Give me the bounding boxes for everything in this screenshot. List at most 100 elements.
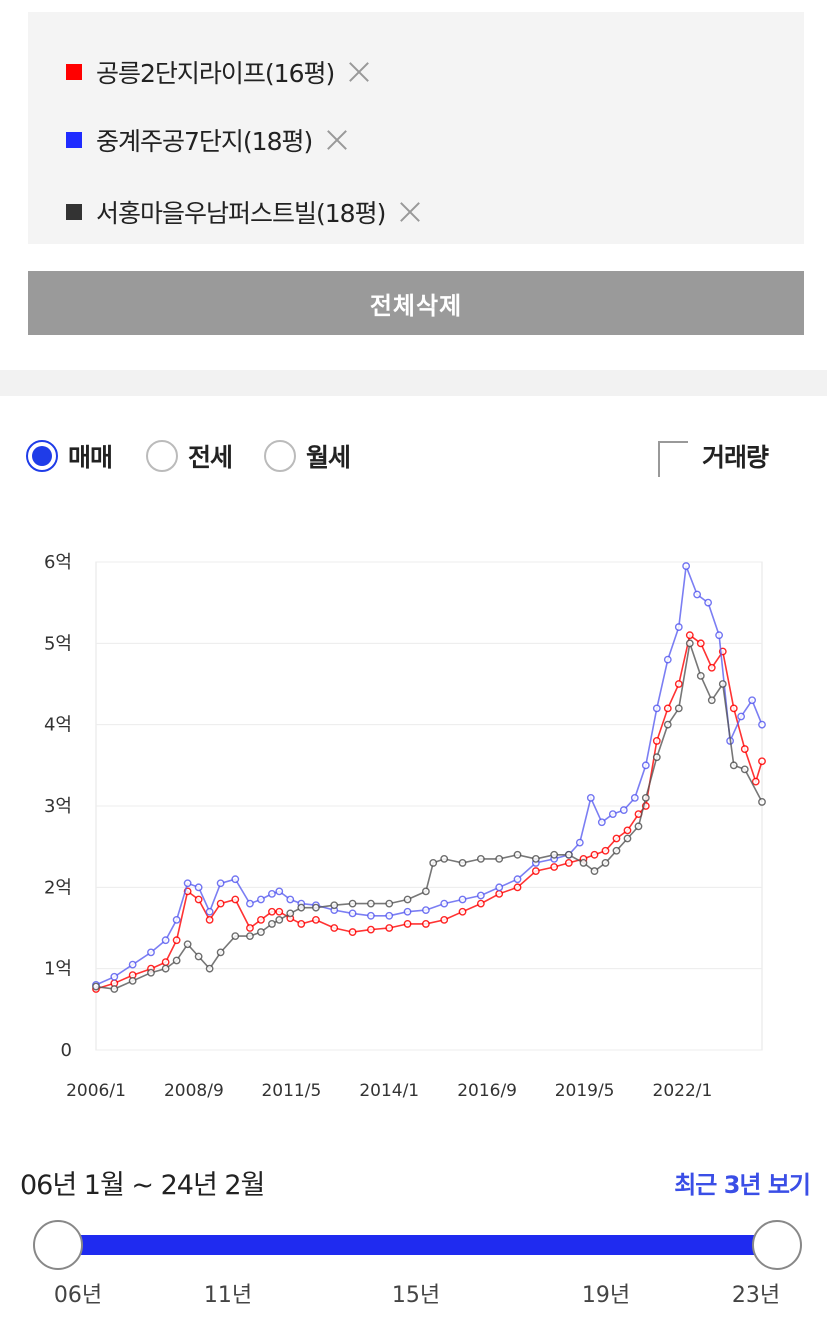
- series-point-0: [663, 704, 672, 713]
- series-point-1: [286, 895, 295, 904]
- series-point-1: [183, 879, 192, 888]
- series-point-2: [440, 854, 449, 863]
- compare-item-1: 중계주공7단지(18평): [66, 122, 350, 158]
- series-point-1: [194, 883, 203, 892]
- series-point-0: [513, 883, 522, 892]
- series-point-0: [729, 704, 738, 713]
- y-tick-label: 1억: [44, 959, 72, 980]
- series-point-1: [737, 712, 746, 721]
- series-point-0: [348, 928, 357, 936]
- series-point-0: [257, 915, 265, 924]
- series-point-2: [458, 859, 467, 867]
- series-point-2: [634, 822, 643, 831]
- series-point-1: [682, 562, 691, 570]
- series-point-1: [161, 936, 170, 945]
- series-point-2: [286, 909, 295, 918]
- y-tick-label: 3억: [44, 796, 72, 817]
- series-point-1: [476, 891, 485, 900]
- series-point-1: [748, 696, 757, 705]
- series-point-2: [550, 850, 559, 859]
- series-point-2: [385, 899, 394, 908]
- radio-jeonse[interactable]: 전세: [146, 437, 233, 475]
- series-point-2: [641, 793, 650, 802]
- series-point-0: [564, 859, 573, 867]
- series-point-2: [729, 761, 738, 770]
- series-point-1: [619, 806, 628, 814]
- volume-label: 거래량: [702, 443, 769, 472]
- series-point-1: [205, 907, 214, 916]
- range-slider-track[interactable]: [58, 1235, 778, 1255]
- series-point-1: [458, 895, 467, 904]
- series-point-2: [696, 671, 705, 680]
- close-icon[interactable]: [346, 59, 372, 85]
- series-point-0: [751, 777, 760, 786]
- series-point-1: [110, 972, 119, 981]
- series-point-0: [231, 895, 240, 904]
- series-point-2: [403, 895, 412, 904]
- series-point-2: [758, 798, 766, 806]
- delete-all-button[interactable]: 전체삭제: [28, 271, 804, 335]
- series-point-0: [758, 757, 766, 766]
- range-slider-start-handle[interactable]: [33, 1220, 83, 1270]
- series-point-2: [194, 952, 203, 961]
- radio-checked-icon: [26, 440, 58, 472]
- series-point-1: [715, 631, 724, 640]
- radio-monthly[interactable]: 월세: [264, 437, 351, 475]
- series-point-2: [110, 985, 119, 993]
- series-point-0: [696, 639, 705, 648]
- series-point-1: [403, 907, 412, 916]
- series-point-1: [674, 623, 683, 631]
- x-tick-label: 2011/5: [261, 1081, 321, 1101]
- series-point-1: [641, 761, 650, 770]
- recent-3-years-link[interactable]: 최근 3년 보기: [674, 1171, 811, 1199]
- y-tick-label: 4억: [44, 715, 72, 736]
- radio-sale[interactable]: 매매: [26, 437, 113, 475]
- series-point-1: [495, 883, 504, 892]
- series-point-2: [623, 834, 632, 843]
- series-point-1: [348, 909, 357, 918]
- series-point-0: [312, 915, 320, 924]
- series-point-2: [348, 899, 357, 908]
- volume-toggle[interactable]: 거래량: [658, 437, 769, 477]
- series-point-1: [440, 899, 449, 908]
- series-point-2: [495, 854, 504, 863]
- date-range-text: 06년 1월 ~ 24년 2월: [20, 1170, 265, 1201]
- series-point-2: [421, 887, 430, 896]
- close-icon[interactable]: [324, 127, 350, 153]
- series-point-2: [579, 859, 588, 867]
- series-point-0: [330, 924, 339, 932]
- series-point-2: [740, 765, 749, 774]
- range-slider-end-handle[interactable]: [752, 1220, 802, 1270]
- series-point-0: [476, 899, 485, 908]
- series-point-2: [161, 964, 170, 973]
- series-point-2: [674, 704, 683, 713]
- series-point-2: [612, 846, 621, 855]
- series-point-1: [704, 598, 713, 607]
- series-point-1: [652, 704, 661, 713]
- slider-tick-label: 15년: [391, 1283, 441, 1308]
- close-icon[interactable]: [397, 199, 423, 225]
- series-point-0: [590, 850, 599, 859]
- series-point-2: [246, 932, 254, 941]
- radio-unchecked-icon: [264, 440, 296, 472]
- slider-tick-label: 23년: [731, 1283, 781, 1308]
- series-point-1: [147, 948, 155, 957]
- series-point-2: [564, 850, 573, 859]
- y-tick-label: 6억: [44, 552, 72, 573]
- radio-label: 전세: [188, 443, 233, 472]
- series-point-1: [586, 793, 595, 802]
- series-point-0: [367, 925, 375, 934]
- series-point-2: [590, 867, 599, 875]
- series-point-1: [257, 895, 265, 904]
- series-point-0: [172, 936, 181, 945]
- checkbox-icon: [658, 441, 688, 477]
- compare-item-label: 중계주공7단지(18평): [96, 127, 313, 156]
- series-point-2: [663, 720, 672, 729]
- series-point-2: [231, 932, 240, 941]
- series-point-2: [685, 639, 694, 648]
- series-point-0: [623, 826, 632, 835]
- series-point-1: [758, 720, 766, 729]
- series-point-0: [297, 920, 306, 928]
- series-point-0: [601, 846, 610, 855]
- series-point-2: [92, 982, 100, 991]
